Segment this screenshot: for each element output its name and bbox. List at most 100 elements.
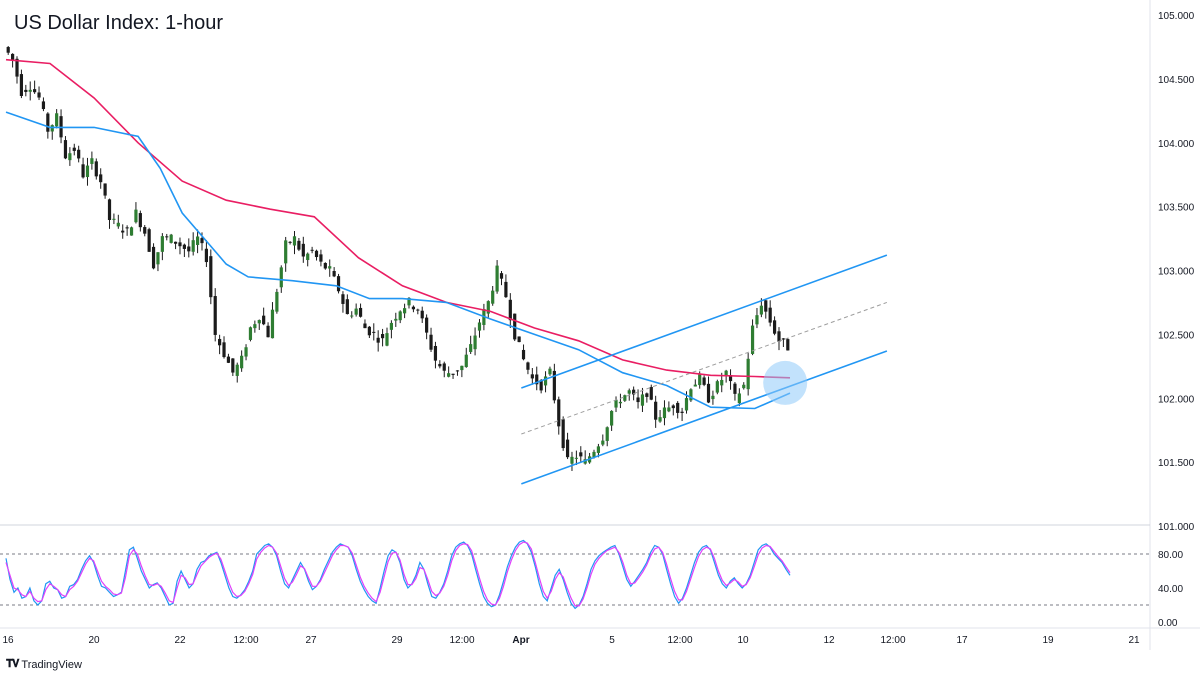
candle[interactable] <box>517 336 521 343</box>
candle[interactable] <box>257 319 261 330</box>
candle[interactable] <box>284 236 288 272</box>
candle[interactable] <box>292 231 297 255</box>
candle[interactable] <box>737 388 741 407</box>
candle[interactable] <box>244 344 248 361</box>
candle[interactable] <box>363 319 367 329</box>
candle[interactable] <box>420 306 424 323</box>
candle[interactable] <box>380 328 385 347</box>
candle[interactable] <box>781 338 785 347</box>
candle[interactable] <box>447 366 451 378</box>
candle[interactable] <box>565 432 570 460</box>
candle[interactable] <box>63 136 68 160</box>
candle[interactable] <box>112 213 116 225</box>
candle[interactable] <box>270 302 275 339</box>
candle[interactable] <box>248 326 253 342</box>
candle[interactable] <box>455 370 460 376</box>
candle[interactable] <box>561 416 565 451</box>
candle[interactable] <box>37 86 41 101</box>
candle[interactable] <box>636 389 640 409</box>
candle[interactable] <box>187 238 191 258</box>
candle[interactable] <box>226 353 231 364</box>
candle[interactable] <box>548 366 552 376</box>
candle[interactable] <box>464 347 468 368</box>
candle[interactable] <box>526 361 530 375</box>
stochastic-d-line[interactable] <box>5 541 791 607</box>
candle[interactable] <box>535 366 539 391</box>
candle[interactable] <box>358 303 363 318</box>
channel-middle-line[interactable] <box>521 301 888 435</box>
candle[interactable] <box>59 109 63 144</box>
branding[interactable]: 𝐓𝐕 TradingView <box>6 658 82 671</box>
candle[interactable] <box>416 308 420 315</box>
candle[interactable] <box>336 273 341 294</box>
candle[interactable] <box>557 396 561 435</box>
candle[interactable] <box>55 109 59 129</box>
candle[interactable] <box>173 241 178 250</box>
candle[interactable] <box>191 232 195 256</box>
candle[interactable] <box>772 316 777 336</box>
candle[interactable] <box>306 252 310 267</box>
candle[interactable] <box>715 379 719 395</box>
candle[interactable] <box>85 157 90 186</box>
candle[interactable] <box>521 344 526 361</box>
candle[interactable] <box>160 233 164 261</box>
candle[interactable] <box>24 84 28 97</box>
candle[interactable] <box>429 327 433 352</box>
candle[interactable] <box>486 300 490 318</box>
candle[interactable] <box>491 286 495 306</box>
candle[interactable] <box>41 97 46 112</box>
time-axis[interactable]: 16 20 22 12:00 27 29 12:00 Apr 5 12:00 10 12 12:00 17… <box>2 635 1140 646</box>
candle[interactable] <box>627 388 631 401</box>
candle[interactable] <box>354 303 358 317</box>
candle[interactable] <box>460 365 464 378</box>
candle[interactable] <box>746 353 750 396</box>
candle[interactable] <box>165 233 169 241</box>
candle[interactable] <box>385 327 389 347</box>
candle[interactable] <box>552 363 556 404</box>
oscillator-axis[interactable]: 80.00 40.00 0.00 <box>1158 550 1183 629</box>
candle[interactable] <box>218 334 222 355</box>
candle[interactable] <box>376 330 380 352</box>
candle[interactable] <box>495 260 499 294</box>
candle[interactable] <box>332 267 336 278</box>
candle[interactable] <box>301 236 305 263</box>
candle[interactable] <box>143 224 147 237</box>
candle[interactable] <box>508 293 512 328</box>
candle[interactable] <box>499 271 504 286</box>
candle[interactable] <box>768 300 772 327</box>
candle[interactable] <box>438 360 442 369</box>
price-axis[interactable]: 105.000 104.500 104.000 103.500 103.000 102.5… <box>1158 11 1195 533</box>
candle[interactable] <box>169 233 173 244</box>
candle[interactable] <box>121 224 125 239</box>
candle[interactable] <box>543 371 548 393</box>
candle[interactable] <box>777 327 781 351</box>
candle[interactable] <box>411 305 416 313</box>
candle[interactable] <box>125 225 129 236</box>
candle[interactable] <box>658 410 662 423</box>
candle[interactable] <box>195 229 200 254</box>
candle[interactable] <box>323 262 327 270</box>
candle[interactable] <box>640 387 645 413</box>
candle[interactable] <box>676 401 680 419</box>
candle[interactable] <box>671 404 675 416</box>
candle[interactable] <box>667 401 671 413</box>
candle[interactable] <box>310 246 314 254</box>
candle[interactable] <box>403 303 407 319</box>
candle[interactable] <box>213 288 217 342</box>
candle[interactable] <box>473 327 477 356</box>
candle[interactable] <box>178 237 182 255</box>
candle[interactable] <box>222 336 226 359</box>
candle[interactable] <box>231 358 235 377</box>
candle[interactable] <box>19 69 24 99</box>
candle[interactable] <box>693 379 697 387</box>
candle[interactable] <box>574 450 578 466</box>
candle[interactable] <box>579 446 583 462</box>
candle[interactable] <box>314 249 319 261</box>
candle[interactable] <box>350 311 354 319</box>
candle[interactable] <box>103 183 107 199</box>
candle[interactable] <box>477 319 482 338</box>
highlight-circle[interactable] <box>763 360 808 405</box>
candle[interactable] <box>182 243 186 257</box>
candle[interactable] <box>610 410 614 431</box>
